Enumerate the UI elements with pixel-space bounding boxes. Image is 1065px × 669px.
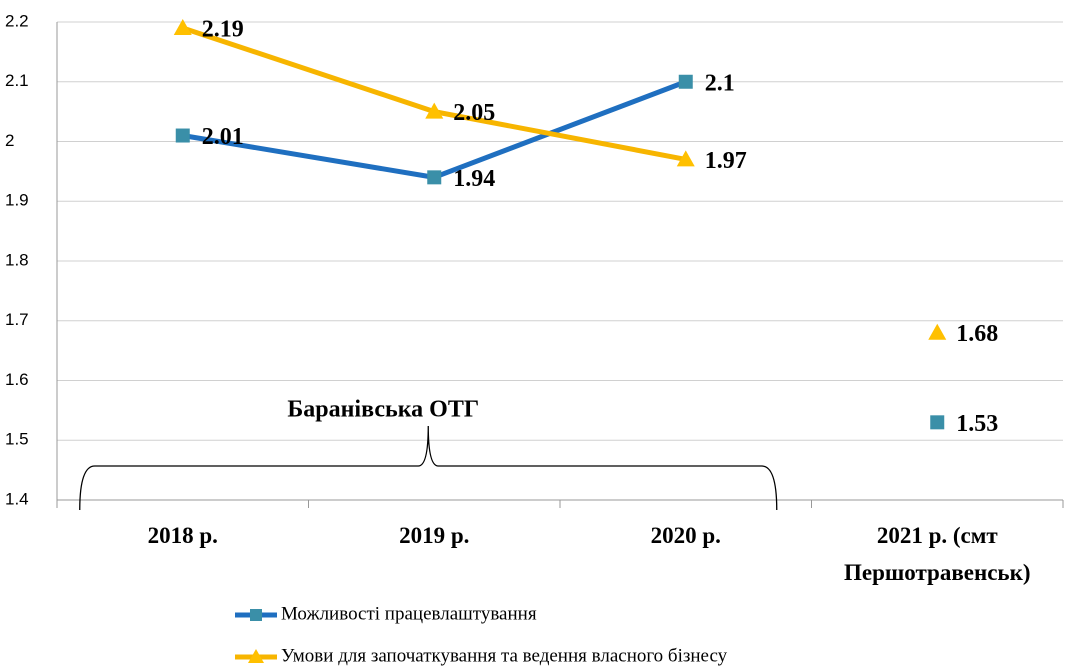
legend-marker bbox=[248, 649, 264, 663]
y-tick-label: 2.1 bbox=[5, 71, 29, 90]
marker bbox=[928, 323, 947, 340]
marker bbox=[425, 102, 444, 119]
value-label: 2.19 bbox=[202, 16, 244, 42]
marker bbox=[175, 128, 190, 143]
marker bbox=[678, 74, 693, 89]
x-tick-label: 2019 р. bbox=[399, 523, 470, 548]
value-label: 1.53 bbox=[956, 411, 998, 437]
series-line bbox=[182, 79, 687, 180]
value-label: 2.01 bbox=[202, 124, 244, 150]
legend-label: Умови для започаткування та ведення влас… bbox=[281, 645, 728, 666]
marker bbox=[173, 18, 192, 35]
x-tick-label: 2018 р. bbox=[147, 523, 218, 548]
y-tick-label: 2 bbox=[5, 131, 14, 150]
y-tick-label: 2.2 bbox=[5, 11, 29, 30]
value-label: 1.68 bbox=[956, 321, 998, 347]
marker bbox=[930, 415, 945, 430]
y-tick-label: 1.8 bbox=[5, 250, 29, 269]
value-label: 2.05 bbox=[453, 100, 495, 126]
y-tick-label: 1.6 bbox=[5, 370, 29, 389]
x-tick-label: 2021 р. (смт Першотравенськ) bbox=[843, 523, 1031, 585]
y-tick-label: 1.4 bbox=[5, 489, 29, 508]
value-label: 1.97 bbox=[705, 148, 747, 174]
legend-marker bbox=[250, 609, 262, 621]
value-label: 1.94 bbox=[453, 166, 495, 192]
marker bbox=[427, 170, 442, 185]
y-tick-label: 1.9 bbox=[5, 191, 29, 210]
series-line bbox=[181, 25, 687, 162]
legend-label: Можливості працевлаштування bbox=[281, 603, 537, 624]
group-brace bbox=[79, 425, 778, 511]
y-tick-label: 1.5 bbox=[5, 430, 29, 449]
value-label: 2.1 bbox=[705, 70, 735, 96]
marker bbox=[676, 150, 695, 167]
group-label: Баранівська ОТГ bbox=[287, 397, 479, 423]
y-tick-label: 1.7 bbox=[5, 310, 29, 329]
x-tick-label: 2020 р. bbox=[650, 523, 721, 548]
